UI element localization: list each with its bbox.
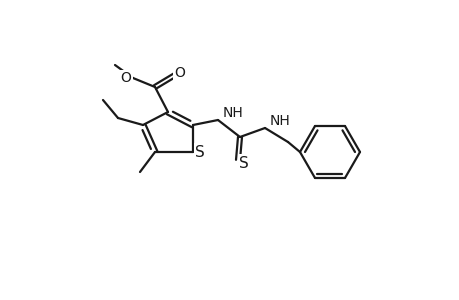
Text: O: O: [120, 71, 131, 85]
Text: NH: NH: [223, 106, 243, 120]
Text: NH: NH: [269, 114, 290, 128]
Text: O: O: [174, 66, 185, 80]
Text: S: S: [239, 155, 248, 170]
Text: S: S: [195, 145, 204, 160]
